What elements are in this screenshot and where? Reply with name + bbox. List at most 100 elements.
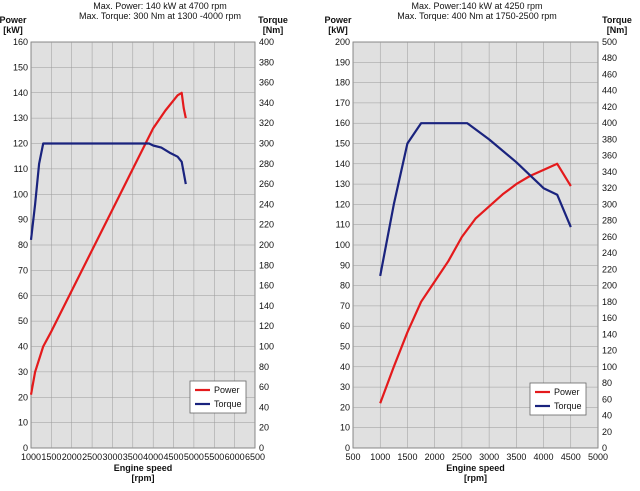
x-tick-label: 4500 xyxy=(164,452,184,462)
y-left-axis-unit: [kW] xyxy=(3,25,23,35)
legend-label-torque: Torque xyxy=(214,399,242,409)
y-left-tick-label: 90 xyxy=(340,260,350,270)
y-right-tick-label: 400 xyxy=(602,118,617,128)
y-right-tick-label: 160 xyxy=(602,313,617,323)
y-left-tick-label: 130 xyxy=(335,179,350,189)
y-right-tick-label: 180 xyxy=(602,297,617,307)
x-tick-label: 3500 xyxy=(123,452,143,462)
y-right-tick-label: 440 xyxy=(602,86,617,96)
x-tick-label: 5000 xyxy=(184,452,204,462)
x-tick-label: 3000 xyxy=(479,452,499,462)
y-right-tick-label: 200 xyxy=(602,281,617,291)
y-right-tick-label: 140 xyxy=(602,329,617,339)
series-line-torque xyxy=(379,122,572,277)
y-left-tick-label: 10 xyxy=(18,418,28,428)
y-right-tick-label: 380 xyxy=(602,134,617,144)
y-right-axis-label: Torque xyxy=(258,15,288,25)
y-right-tick-label: 360 xyxy=(259,78,274,88)
y-left-tick-label: 110 xyxy=(336,220,350,230)
x-axis-label: Engine speed xyxy=(114,463,173,473)
y-right-axis-label: Torque xyxy=(602,15,632,25)
y-right-tick-label: 360 xyxy=(602,151,617,161)
chart-subtitle: Max. Torque: 400 Nm at 1750-2500 rpm xyxy=(397,11,556,21)
legend-label-power: Power xyxy=(214,385,240,395)
y-right-tick-label: 60 xyxy=(259,382,269,392)
y-left-tick-label: 0 xyxy=(345,443,350,453)
chart-1: 0 10 20 30 40 50 60 70 80 90 100 110 120 130 140 150 160… xyxy=(0,1,288,483)
y-right-axis-unit: [Nm] xyxy=(263,25,284,35)
y-left-tick-label: 80 xyxy=(18,240,28,250)
y-left-tick-label: 40 xyxy=(340,362,350,372)
y-left-tick-label: 120 xyxy=(335,199,350,209)
x-axis-unit: [rpm] xyxy=(132,473,155,483)
y-right-tick-label: 240 xyxy=(259,199,274,209)
y-left-tick-label: 50 xyxy=(18,316,28,326)
x-tick-label: 6500 xyxy=(245,452,265,462)
y-left-tick-label: 50 xyxy=(340,342,350,352)
chart-title: Max. Power: 140 kW at 4700 rpm xyxy=(93,1,227,11)
y-right-tick-label: 220 xyxy=(602,264,617,274)
y-left-tick-label: 180 xyxy=(335,78,350,88)
y-right-tick-label: 180 xyxy=(259,260,274,270)
x-tick-label: 2500 xyxy=(452,452,472,462)
y-left-tick-label: 60 xyxy=(18,291,28,301)
y-right-tick-label: 340 xyxy=(602,167,617,177)
y-right-tick-label: 400 xyxy=(259,37,274,47)
y-right-tick-label: 320 xyxy=(259,118,274,128)
y-left-tick-label: 170 xyxy=(335,98,350,108)
series-line-power xyxy=(379,162,572,404)
legend-box xyxy=(189,380,247,414)
y-right-tick-label: 260 xyxy=(602,232,617,242)
x-tick-label: 4000 xyxy=(143,452,163,462)
y-left-tick-label: 190 xyxy=(335,57,350,67)
y-left-tick-label: 30 xyxy=(340,382,350,392)
y-left-tick-label: 200 xyxy=(335,37,350,47)
legend: Power Torque xyxy=(529,382,587,416)
y-left-tick-label: 60 xyxy=(340,321,350,331)
y-right-tick-label: 160 xyxy=(259,281,274,291)
x-axis-label: Engine speed xyxy=(446,463,505,473)
y-left-tick-label: 150 xyxy=(13,62,28,72)
y-right-tick-label: 120 xyxy=(602,346,617,356)
y-right-tick-label: 500 xyxy=(602,37,617,47)
y-left-tick-label: 80 xyxy=(340,281,350,291)
y-right-tick-label: 280 xyxy=(602,216,617,226)
y-right-tick-label: 40 xyxy=(602,411,612,421)
y-left-tick-label: 100 xyxy=(335,240,350,250)
y-right-tick-label: 100 xyxy=(602,362,617,372)
y-left-tick-label: 150 xyxy=(335,139,350,149)
y-right-tick-label: 40 xyxy=(259,402,269,412)
y-left-tick-label: 110 xyxy=(14,164,28,174)
y-left-tick-label: 90 xyxy=(18,215,28,225)
chart-subtitle: Max. Torque: 300 Nm at 1300 -4000 rpm xyxy=(79,11,241,21)
x-tick-label: 2000 xyxy=(62,452,82,462)
y-left-tick-label: 30 xyxy=(18,367,28,377)
y-left-tick-label: 10 xyxy=(340,423,350,433)
y-right-tick-label: 340 xyxy=(259,98,274,108)
y-right-tick-label: 240 xyxy=(602,248,617,258)
chart-title: Max. Power:140 kW at 4250 rpm xyxy=(411,1,542,11)
y-left-tick-label: 20 xyxy=(340,402,350,412)
x-tick-label: 2000 xyxy=(425,452,445,462)
y-right-tick-label: 300 xyxy=(602,199,617,209)
y-left-tick-label: 140 xyxy=(13,88,28,98)
y-right-tick-label: 380 xyxy=(259,57,274,67)
x-tick-label: 1500 xyxy=(397,452,417,462)
y-right-tick-label: 60 xyxy=(602,394,612,404)
legend-box xyxy=(529,382,587,416)
x-tick-label: 4000 xyxy=(534,452,554,462)
y-left-tick-label: 120 xyxy=(13,139,28,149)
y-right-tick-label: 260 xyxy=(259,179,274,189)
y-right-tick-label: 0 xyxy=(602,443,607,453)
y-left-tick-label: 100 xyxy=(13,189,28,199)
y-left-axis-label: Power xyxy=(324,15,352,25)
y-right-tick-label: 80 xyxy=(259,362,269,372)
y-right-tick-label: 460 xyxy=(602,69,617,79)
y-right-tick-label: 120 xyxy=(259,321,274,331)
y-left-tick-label: 160 xyxy=(335,118,350,128)
y-right-tick-label: 80 xyxy=(602,378,612,388)
y-left-tick-label: 0 xyxy=(23,443,28,453)
y-right-tick-label: 300 xyxy=(259,139,274,149)
y-right-axis-unit: [Nm] xyxy=(607,25,628,35)
series-line-torque xyxy=(29,142,187,241)
